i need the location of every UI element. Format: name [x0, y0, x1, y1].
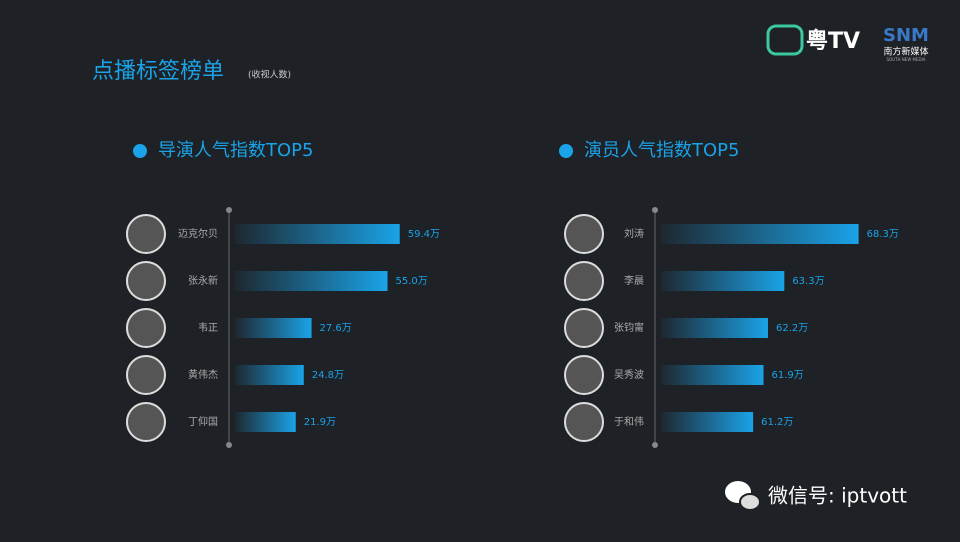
avatar [564, 402, 604, 442]
logo2: SNM [883, 25, 929, 46]
chart-title: 演员人气指数TOP5 [584, 140, 739, 161]
axis-dot [226, 442, 232, 448]
value-label: 61.2万 [761, 417, 793, 428]
category-label: 于和伟 [614, 415, 644, 428]
logo2-sub: 南方新媒体 [883, 46, 928, 58]
value-label: 61.9万 [772, 370, 804, 381]
category-label: 刘涛 [624, 227, 644, 240]
avatar [564, 355, 604, 395]
category-label: 韦正 [198, 322, 218, 334]
title-dot [133, 144, 147, 158]
avatar [126, 308, 166, 348]
axis-dot [652, 442, 658, 448]
logo: 粤TV [806, 28, 860, 54]
watermark: 微信号: iptvott [768, 484, 907, 508]
category-label: 黄伟杰 [188, 368, 218, 381]
bar [235, 412, 296, 432]
category-label: 丁仰国 [188, 416, 218, 428]
category-label: 张永新 [188, 274, 218, 287]
bar [661, 365, 764, 385]
category-label: 李晨 [624, 274, 644, 287]
bar [661, 318, 768, 338]
axis-dot [226, 207, 232, 213]
value-label: 24.8万 [312, 370, 344, 381]
value-label: 59.4万 [408, 229, 440, 240]
title-dot [559, 144, 573, 158]
logo-icon [766, 24, 804, 56]
value-label: 27.6万 [320, 323, 352, 334]
avatar [564, 261, 604, 301]
bar [661, 271, 785, 291]
bar [661, 412, 754, 432]
avatar [126, 402, 166, 442]
value-label: 68.3万 [867, 229, 899, 240]
avatar [126, 355, 166, 395]
bar [235, 365, 304, 385]
value-label: 55.0万 [396, 276, 428, 287]
avatar [126, 214, 166, 254]
bar [235, 318, 312, 338]
axis-dot [652, 207, 658, 213]
logo2-caption: SOUTH NEW MEDIA [886, 57, 925, 62]
category-label: 吴秀波 [614, 368, 644, 381]
avatar [126, 261, 166, 301]
page-subtitle: (收视人数) [248, 69, 291, 81]
bar [235, 271, 388, 291]
value-label: 62.2万 [776, 323, 808, 334]
bar [235, 224, 400, 244]
category-label: 张钧甯 [614, 321, 644, 334]
value-label: 63.3万 [792, 276, 824, 287]
category-label: 迈克尔贝 [178, 227, 218, 240]
page-title: 点播标签榜单 [92, 59, 224, 84]
avatar [564, 308, 604, 348]
avatar [564, 214, 604, 254]
wechat-icon [739, 493, 761, 511]
bar [661, 224, 859, 244]
value-label: 21.9万 [304, 417, 336, 428]
chart-title: 导演人气指数TOP5 [158, 140, 313, 161]
